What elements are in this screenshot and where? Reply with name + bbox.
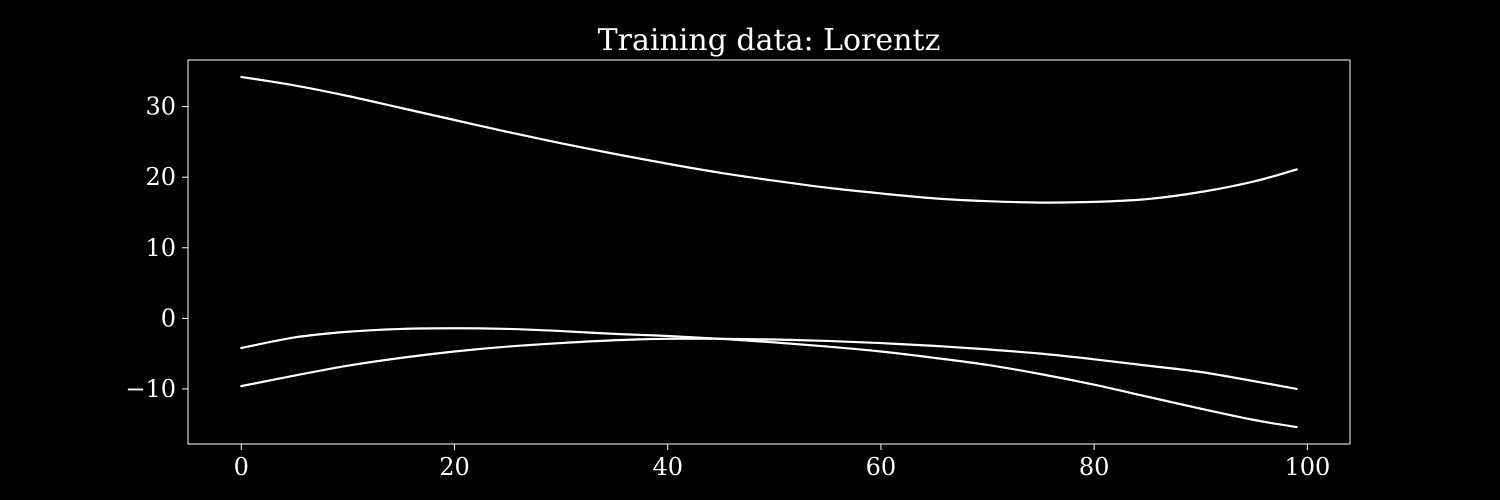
x-tick-label: 80 bbox=[1079, 453, 1110, 481]
y-tick-label: 10 bbox=[145, 234, 176, 262]
series-group bbox=[240, 75, 1298, 429]
series-line-1 bbox=[240, 75, 1298, 204]
chart-title: Training data: Lorentz bbox=[598, 23, 941, 58]
y-tick-label: 20 bbox=[145, 163, 176, 191]
y-tick-label: 0 bbox=[161, 304, 176, 332]
x-tick-label: 40 bbox=[652, 453, 683, 481]
series-line-2 bbox=[240, 327, 1298, 429]
y-tick-label: 30 bbox=[145, 93, 176, 121]
x-axis: 0 20 40 60 80 100 bbox=[234, 444, 1330, 481]
y-axis: −10 0 10 20 30 bbox=[125, 93, 188, 403]
x-tick-label: 100 bbox=[1284, 453, 1330, 481]
x-tick-label: 60 bbox=[866, 453, 897, 481]
plot-area bbox=[187, 59, 1351, 445]
x-tick-label: 20 bbox=[439, 453, 470, 481]
y-tick-label: −10 bbox=[125, 375, 176, 403]
series-line-3 bbox=[240, 337, 1298, 391]
x-tick-label: 0 bbox=[234, 453, 249, 481]
